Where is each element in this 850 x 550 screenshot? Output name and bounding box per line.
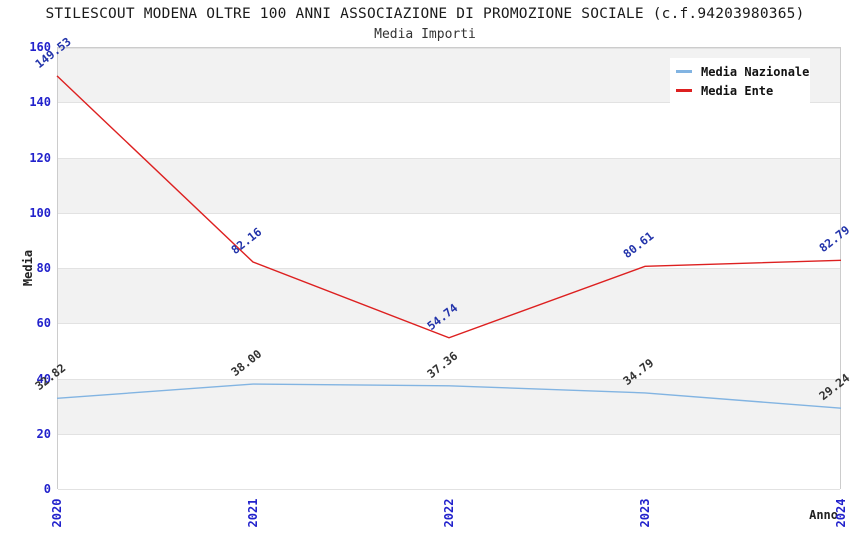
y-tick-label: 60 xyxy=(36,316,51,331)
y-tick-label: 160 xyxy=(29,40,51,54)
x-tick-label: 2023 xyxy=(638,498,652,528)
x-tick-label: 2021 xyxy=(246,498,260,528)
gridline xyxy=(58,378,840,380)
gridline xyxy=(58,489,840,490)
legend-item: Media Nazionale xyxy=(676,62,809,81)
x-tick-label: 2024 xyxy=(834,498,848,528)
x-tick-label: 2022 xyxy=(442,498,456,528)
y-tick-label: 80 xyxy=(36,261,51,275)
y-tick-label: 120 xyxy=(29,150,51,165)
gridline xyxy=(58,433,840,435)
plot-band xyxy=(58,379,840,435)
plot-band xyxy=(58,158,840,214)
y-tick-label: 40 xyxy=(36,371,51,386)
plot-band xyxy=(58,434,840,490)
plot-band xyxy=(58,213,840,269)
legend-swatch-icon xyxy=(676,70,692,73)
gridline xyxy=(58,48,840,49)
plot-band xyxy=(58,103,840,159)
y-tick-label: 0 xyxy=(43,482,51,496)
x-tick-label: 2020 xyxy=(50,498,64,528)
legend-label: Media Nazionale xyxy=(701,64,810,79)
y-tick-label: 100 xyxy=(29,205,51,220)
legend-label: Media Ente xyxy=(701,83,774,98)
chart-title: STILESCOUT MODENA OLTRE 100 ANNI ASSOCIA… xyxy=(45,6,805,22)
plot-area xyxy=(57,47,841,490)
gridline xyxy=(58,212,840,214)
x-axis-title: Anno xyxy=(809,508,838,522)
gridline xyxy=(58,268,840,269)
y-tick-label: 20 xyxy=(36,426,51,441)
gridline xyxy=(58,323,840,325)
legend: Media Nazionale Media Ente xyxy=(670,58,810,104)
chart-subtitle: Media Importi xyxy=(374,27,476,42)
legend-swatch-icon xyxy=(676,89,692,92)
y-tick-label: 140 xyxy=(29,95,51,110)
legend-item: Media Ente xyxy=(676,81,804,100)
gridline xyxy=(58,157,840,159)
